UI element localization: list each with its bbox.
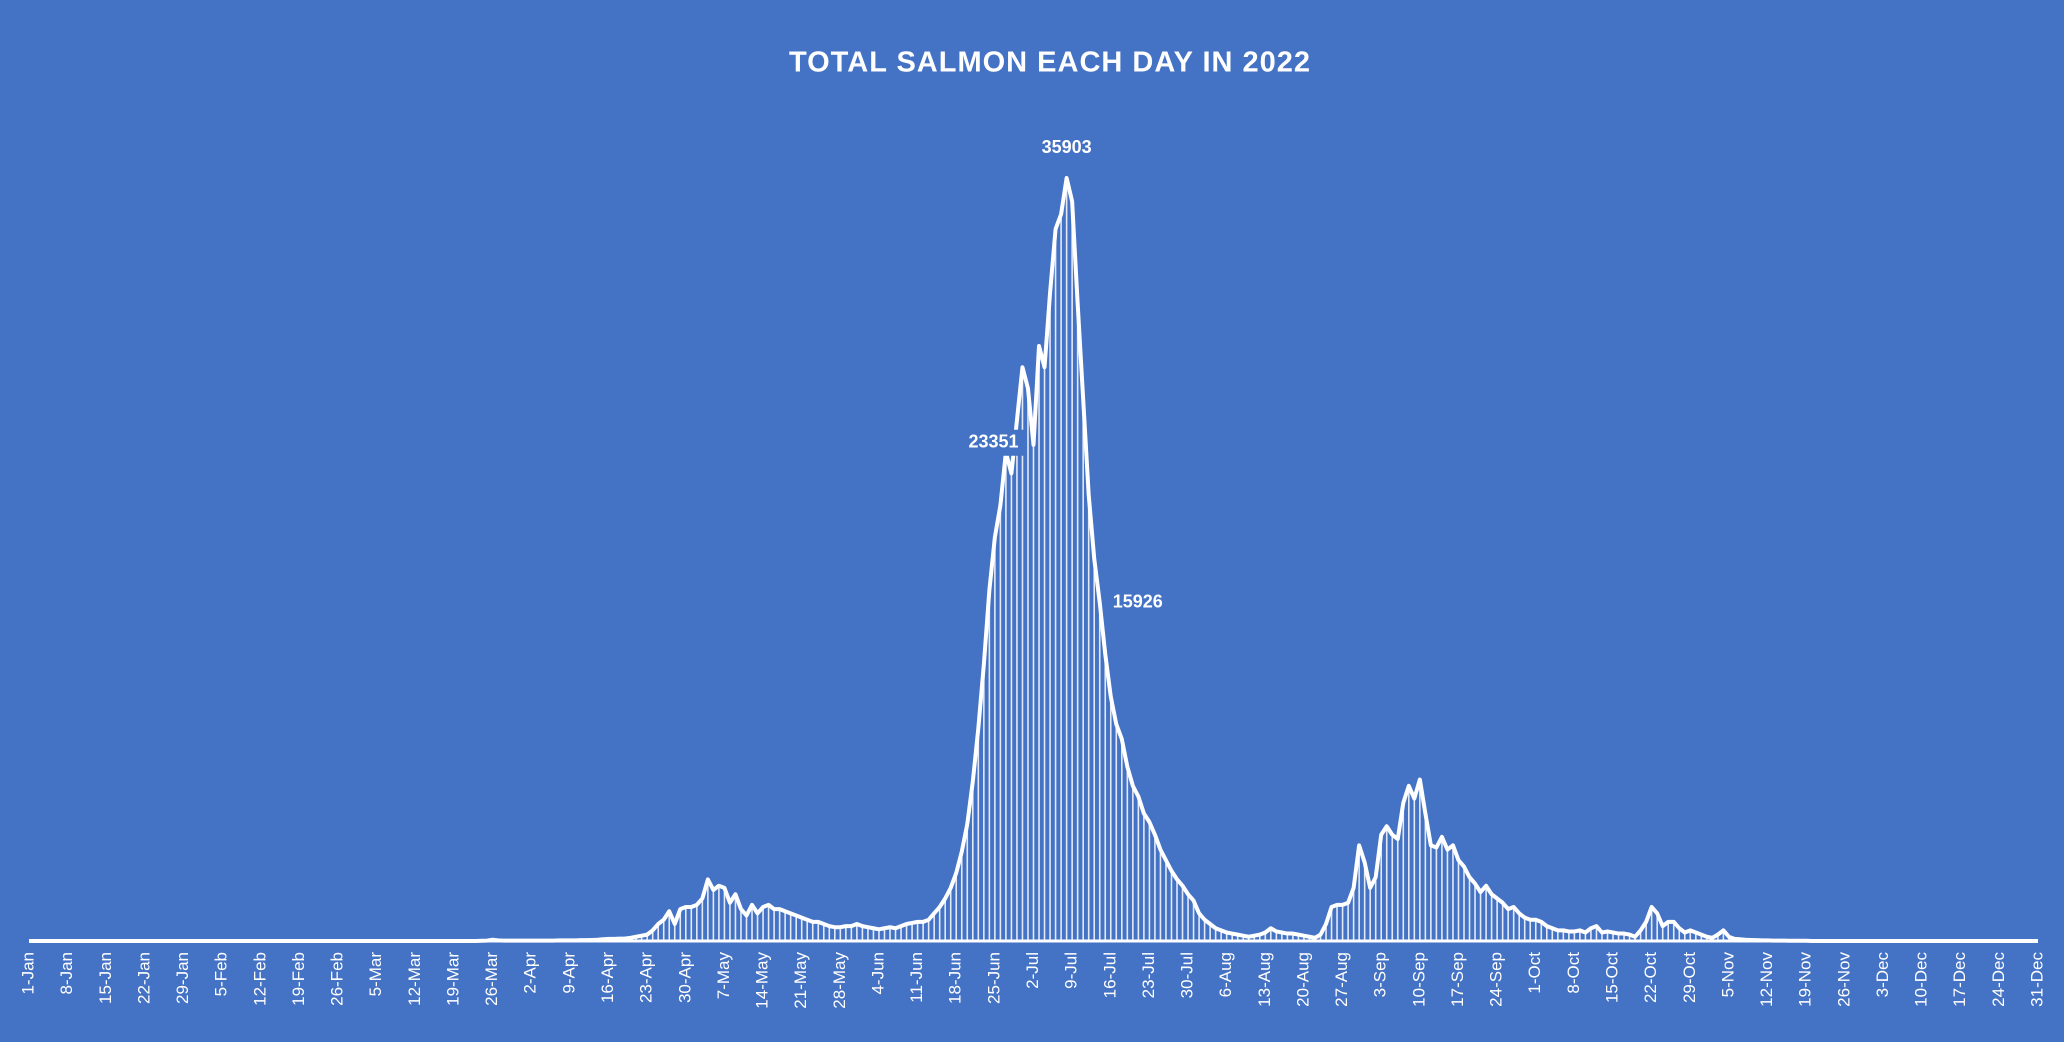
x-tick-label: 15-Oct: [1603, 952, 1622, 1003]
x-tick-label: 3-Dec: [1873, 952, 1892, 998]
data-label: 35903: [1042, 137, 1092, 157]
x-tick-label: 24-Sep: [1487, 952, 1506, 1007]
data-label-bg: [1106, 589, 1169, 616]
data-label: 23351: [968, 432, 1018, 452]
data-label-bg: [962, 429, 1025, 456]
x-tick-label: 30-Jul: [1178, 952, 1197, 998]
x-tick-label: 29-Jan: [173, 952, 192, 1004]
x-tick-label: 18-Jun: [946, 952, 965, 1004]
x-tick-label: 19-Feb: [289, 952, 308, 1006]
x-tick-label: 17-Sep: [1448, 952, 1467, 1007]
x-tick-label: 19-Nov: [1796, 952, 1815, 1007]
x-tick-label: 14-May: [753, 952, 772, 1009]
x-tick-label: 9-Apr: [559, 952, 578, 994]
x-tick-label: 26-Feb: [328, 952, 347, 1006]
x-tick-label: 19-Mar: [443, 952, 462, 1006]
x-tick-label: 2-Jul: [1023, 952, 1042, 989]
data-label: 15926: [1113, 591, 1163, 611]
x-tick-label: 5-Feb: [212, 952, 231, 996]
x-tick-label: 24-Dec: [1989, 952, 2008, 1007]
x-tick-label: 17-Dec: [1950, 952, 1969, 1007]
x-tick-label: 22-Jan: [134, 952, 153, 1004]
x-tick-label: 6-Aug: [1216, 952, 1235, 997]
x-tick-label: 12-Mar: [405, 952, 424, 1006]
x-tick-label: 11-Jun: [907, 952, 926, 1003]
x-tick-label: 8-Oct: [1564, 952, 1583, 994]
x-tick-label: 31-Dec: [2027, 952, 2046, 1007]
x-tick-label: 16-Jul: [1100, 952, 1119, 998]
data-label-bg: [1035, 135, 1098, 161]
x-tick-label: 7-May: [714, 952, 733, 1000]
x-tick-label: 22-Oct: [1641, 952, 1660, 1003]
x-tick-label: 29-Oct: [1680, 952, 1699, 1003]
x-tick-label: 10-Sep: [1409, 952, 1428, 1007]
chart-title: TOTAL SALMON EACH DAY IN 2022: [789, 47, 1311, 79]
x-tick-label: 3-Sep: [1371, 952, 1390, 997]
x-tick-label: 5-Mar: [366, 952, 385, 997]
x-tick-label: 4-Jun: [868, 952, 887, 995]
x-tick-label: 27-Aug: [1332, 952, 1351, 1007]
x-tick-label: 13-Aug: [1255, 952, 1274, 1007]
x-tick-label: 30-Apr: [675, 952, 694, 1003]
x-tick-label: 12-Nov: [1757, 952, 1776, 1007]
x-tick-label: 28-May: [830, 952, 849, 1009]
x-tick-label: 23-Apr: [637, 952, 656, 1003]
x-tick-label: 12-Feb: [250, 952, 269, 1006]
x-tick-label: 26-Mar: [482, 952, 501, 1006]
x-tick-label: 20-Aug: [1293, 952, 1312, 1007]
x-tick-label: 1-Jan: [18, 952, 37, 995]
x-tick-label: 23-Jul: [1139, 952, 1158, 998]
x-tick-label: 21-May: [791, 952, 810, 1009]
x-tick-label: 1-Oct: [1525, 952, 1544, 994]
x-tick-label: 9-Jul: [1062, 952, 1081, 989]
x-tick-label: 10-Dec: [1912, 952, 1931, 1007]
x-tick-label: 2-Apr: [521, 952, 540, 994]
x-tick-label: 25-Jun: [984, 952, 1003, 1004]
x-tick-label: 16-Apr: [598, 952, 617, 1003]
x-tick-label: 8-Jan: [57, 952, 76, 995]
data-line: [29, 176, 2038, 943]
x-tick-label: 5-Nov: [1718, 952, 1737, 998]
x-tick-label: 15-Jan: [96, 952, 115, 1004]
x-tick-label: 26-Nov: [1834, 952, 1853, 1007]
